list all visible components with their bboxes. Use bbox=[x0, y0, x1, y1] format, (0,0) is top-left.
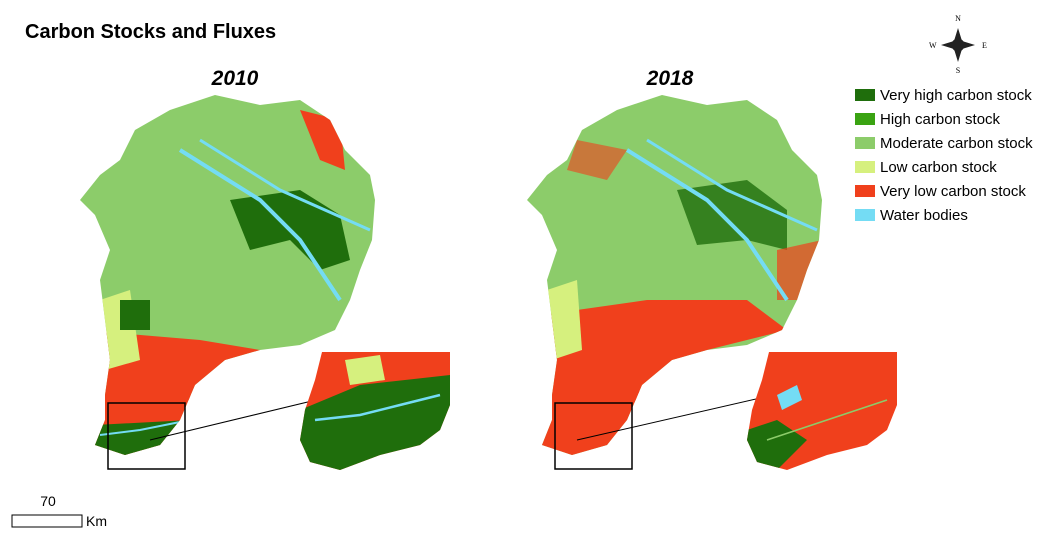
compass: N E S W bbox=[929, 14, 987, 75]
legend-label: High carbon stock bbox=[880, 111, 1001, 128]
compass-n: N bbox=[955, 14, 961, 23]
compass-e: E bbox=[982, 41, 987, 50]
legend-swatch bbox=[855, 137, 875, 149]
legend-label: Very low carbon stock bbox=[880, 183, 1026, 200]
compass-s: S bbox=[956, 66, 960, 75]
map-year: 2018 bbox=[646, 67, 694, 90]
legend-swatch bbox=[855, 113, 875, 125]
legend-label: Very high carbon stock bbox=[880, 87, 1032, 104]
map-2010: 2010 bbox=[80, 67, 450, 470]
legend-label: Moderate carbon stock bbox=[880, 135, 1033, 152]
legend-label: Water bodies bbox=[880, 207, 968, 224]
scale-value: 70 bbox=[40, 493, 56, 509]
legend-swatch bbox=[855, 185, 875, 197]
compass-w: W bbox=[929, 41, 937, 50]
scale-bar: 70 Km bbox=[11, 493, 107, 529]
legend-swatch bbox=[855, 89, 875, 101]
title: Carbon Stocks and Fluxes bbox=[25, 21, 276, 43]
legend-swatch bbox=[855, 161, 875, 173]
map-2018: 2018 bbox=[527, 67, 897, 470]
legend: Very high carbon stock High carbon stock M… bbox=[855, 87, 1033, 224]
scale-unit: Km bbox=[86, 513, 107, 529]
map-year: 2010 bbox=[211, 67, 259, 90]
legend-swatch bbox=[855, 209, 875, 221]
legend-label: Low carbon stock bbox=[880, 159, 997, 176]
